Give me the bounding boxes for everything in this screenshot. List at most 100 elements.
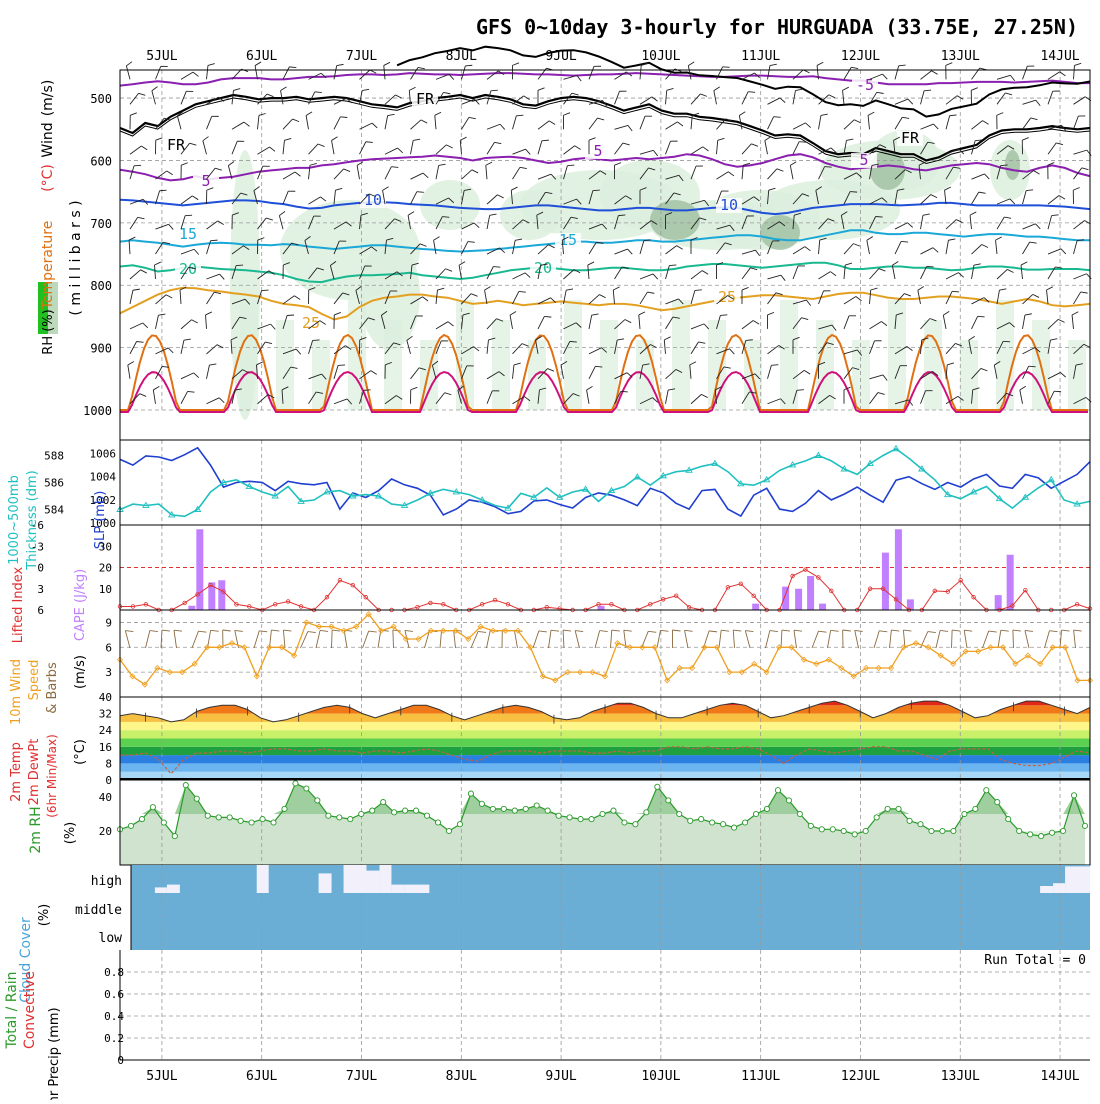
- y-tick-temp: 32: [99, 708, 112, 721]
- wind-barb-flag: [310, 163, 317, 165]
- wind-barb: [666, 90, 667, 104]
- wind-barb-flag: [408, 212, 414, 216]
- rh2m-marker: [337, 815, 342, 820]
- high-cloud-bar: [344, 865, 367, 893]
- wind-barb-flag: [388, 114, 395, 115]
- wind-barb-10m-flag: [551, 630, 559, 631]
- rh2m-marker: [216, 815, 221, 820]
- wind-barb-flag: [770, 64, 777, 65]
- y-tick-temp: 40: [99, 691, 112, 704]
- wind-barb-10m: [363, 631, 369, 648]
- rh-shading-high: [650, 200, 700, 240]
- wind-barb-flag: [364, 390, 371, 391]
- wind-barb: [332, 140, 334, 154]
- wind-barb: [589, 348, 602, 354]
- wind-barb-flag: [267, 94, 274, 97]
- wind-barb: [207, 274, 220, 279]
- wind-barb-flag: [244, 122, 250, 126]
- wind-barb-flag: [515, 239, 522, 240]
- wind-barb-10m-flag: [162, 630, 170, 631]
- wind-barb: [436, 165, 439, 179]
- wind-barb: [970, 215, 971, 229]
- wind-barb-flag: [1034, 171, 1040, 175]
- wind-barb: [895, 99, 908, 104]
- wind-barb-flag: [443, 92, 450, 93]
- rh2m-marker: [392, 810, 397, 815]
- wind-barb: [153, 390, 155, 404]
- high-cloud-bar: [404, 885, 429, 893]
- wind-barb-flag: [219, 398, 224, 403]
- wind-barb-flag: [372, 123, 377, 128]
- wind-barb-10m: [440, 630, 442, 648]
- wind-barb-flag: [160, 190, 167, 191]
- wind-barb: [640, 241, 644, 254]
- wind-barb-10m-flag: [1001, 630, 1009, 631]
- y-tick-pressure: 600: [90, 154, 112, 168]
- x-tick-bottom: 8JUL: [446, 1069, 477, 1084]
- wind-barb: [844, 244, 853, 254]
- wind-barb: [844, 67, 851, 79]
- wind-barb-flag: [265, 342, 272, 343]
- wind-barb: [921, 91, 925, 105]
- rh2m-marker: [128, 823, 133, 828]
- wind-barb: [868, 115, 869, 129]
- contour-label: 5: [201, 172, 210, 190]
- rh2m-marker: [721, 822, 726, 827]
- wind-barb-10m-flag: [600, 631, 608, 632]
- wind-barb-flag: [825, 167, 832, 168]
- wind-barb: [1074, 116, 1079, 129]
- wind-barb: [538, 141, 542, 154]
- y-tick-li: 0: [37, 562, 44, 575]
- wind-barb: [334, 399, 347, 404]
- wind-barb-flag: [209, 364, 216, 365]
- wind-barb-flag: [548, 245, 554, 248]
- temp-bands: [120, 689, 1090, 780]
- temp-band: [120, 722, 1090, 730]
- wind-barb-flag: [544, 316, 551, 317]
- wind-barb: [972, 244, 982, 254]
- wind-barb: [407, 340, 411, 354]
- wind-barb-flag: [294, 296, 300, 300]
- wind-barb: [1023, 242, 1030, 254]
- wind-barb-flag: [203, 137, 209, 141]
- wind-barb-flag: [746, 340, 753, 341]
- wind-barb: [793, 91, 795, 105]
- wind-barb-flag: [520, 167, 527, 168]
- wind-barb-flag: [952, 291, 959, 292]
- ylabel-rh-unit: (%): [63, 822, 78, 845]
- wind-barb-10m-flag: [648, 631, 656, 632]
- temp-band: [120, 730, 1090, 738]
- wind-barb: [640, 65, 641, 79]
- wind-barb-flag: [194, 249, 199, 254]
- wind-barb-flag: [128, 361, 134, 365]
- wind-barb-flag: [522, 344, 529, 347]
- wind-barb: [666, 390, 669, 404]
- y-tick-wind: 9: [105, 616, 112, 629]
- wind-barb: [615, 143, 623, 154]
- wind-barb-flag: [152, 87, 158, 91]
- thickness-line: [120, 449, 1090, 517]
- wind-barb-flag: [398, 148, 403, 153]
- wind-barb: [921, 248, 933, 254]
- wind-barb-10m-flag: [964, 630, 972, 631]
- x-tick-bottom: 11JUL: [741, 1069, 780, 1084]
- wind-barb-10m: [1074, 630, 1076, 648]
- wind-barb: [1074, 150, 1087, 154]
- wind-barb-10m: [733, 630, 734, 648]
- wind-barb-flag: [514, 363, 521, 365]
- wind-barb: [1023, 118, 1031, 129]
- rh2m-marker: [896, 806, 901, 811]
- ylabel-lifted-index: Lifted Index: [11, 566, 26, 643]
- y-tick-wind: 3: [105, 666, 112, 679]
- y-tick-thickness: 586: [44, 477, 64, 490]
- rh2m-marker: [940, 828, 945, 833]
- wind-barb-10m-flag: [332, 630, 340, 631]
- wind-barb: [487, 71, 498, 79]
- wind-barb-flag: [575, 146, 581, 150]
- wind-barb-10m-flag: [223, 630, 231, 631]
- wind-barb-flag: [846, 139, 853, 140]
- wind-barb: [946, 240, 948, 254]
- wind-barb: [207, 365, 210, 379]
- wind-barb-flag: [883, 375, 887, 381]
- rh2m-marker: [710, 820, 715, 825]
